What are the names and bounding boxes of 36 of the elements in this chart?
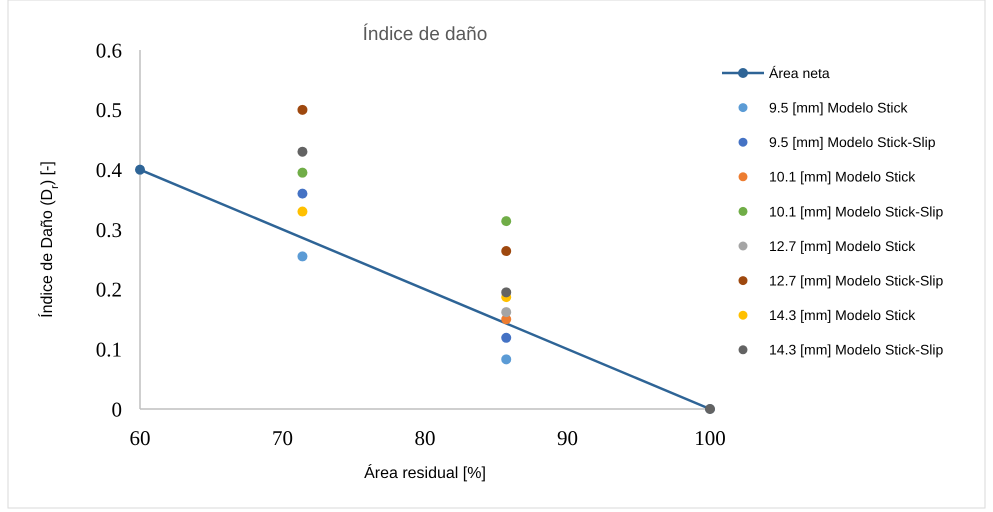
x-tick-label: 80 [414, 426, 436, 450]
y-tick-label: 0.3 [96, 218, 122, 242]
point [501, 287, 512, 298]
y-tick-label: 0.5 [96, 98, 122, 122]
point [297, 206, 308, 217]
point [135, 164, 145, 175]
legend-label: 14.3 [mm] Modelo Stick-Slip [769, 342, 944, 358]
x-tick-label: 60 [130, 426, 150, 450]
y-tick-label: 0.1 [96, 338, 122, 362]
point [501, 246, 512, 256]
point [297, 168, 308, 178]
y-tick-label: 0.6 [96, 38, 122, 62]
point [297, 146, 308, 157]
point [501, 332, 512, 343]
x-tick-label: 100 [694, 426, 726, 450]
legend-label: 9.5 [mm] Modelo Stick [769, 100, 908, 116]
x-tick-label: 70 [272, 426, 293, 450]
legend-label: 10.1 [mm] Modelo Stick [769, 168, 916, 185]
legend-label: 12.7 [mm] Modelo Stick-Slip [769, 272, 944, 288]
point [501, 354, 512, 364]
point [297, 188, 308, 199]
chart-title: Índice de daño [362, 23, 488, 45]
x-tick-label: 90 [557, 426, 578, 450]
point [297, 251, 308, 262]
y-tick-label: 0 [112, 397, 122, 422]
point [501, 307, 512, 318]
point [297, 104, 308, 115]
legend-label: 12.7 [mm] Modelo Stick [769, 238, 916, 254]
legend-label: 10.1 [mm] Modelo Stick-Slip [769, 203, 944, 220]
x-axis-title: Área residual [%] [364, 464, 486, 482]
point [501, 216, 512, 226]
legend-label: 14.3 [mm] Modelo Stick [769, 307, 916, 324]
legend-label: 9.5 [mm] Modelo Stick-Slip [769, 134, 936, 150]
y-tick-label: 0.4 [96, 158, 122, 182]
legend-label: Área neta [769, 64, 830, 81]
y-tick-label: 0.2 [96, 278, 122, 302]
